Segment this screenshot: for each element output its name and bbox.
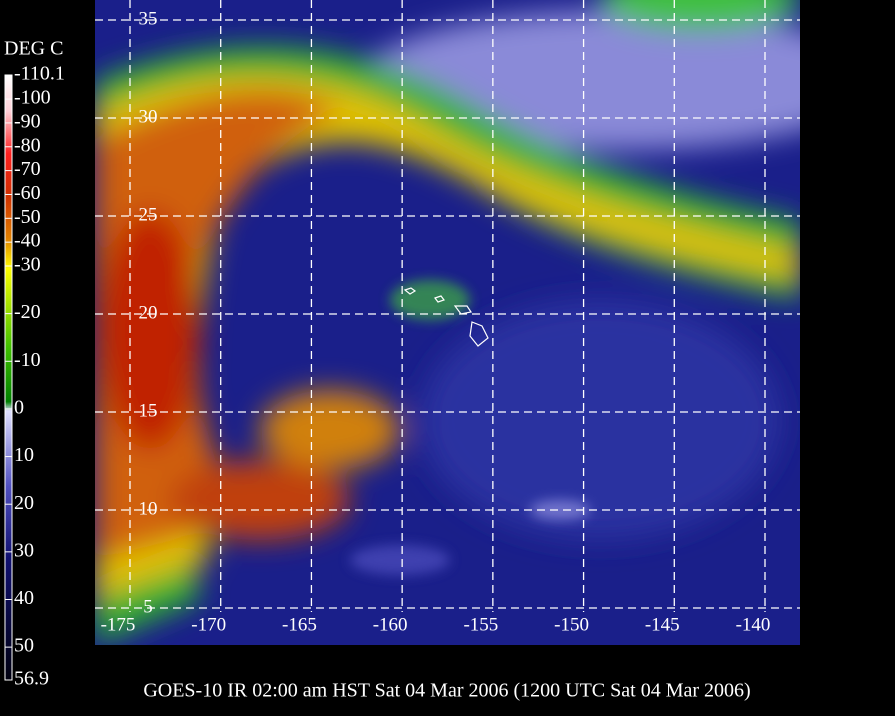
caption: GOES-10 IR 02:00 am HST Sat 04 Mar 2006 … [143,680,750,702]
longitude-label: -150 [554,614,589,635]
colorbar-label: -40 [14,230,41,252]
colorbar-label: -80 [14,134,41,156]
colorbar-label: -100 [14,87,51,109]
colorbar-label: -30 [14,254,41,276]
colorbar-label: 40 [14,587,34,609]
colorbar-label: 10 [14,444,34,466]
colorbar-label: -50 [14,206,41,228]
colorbar-label: 30 [14,539,34,561]
colorbar-label: -90 [14,111,41,133]
colorbar-label: -60 [14,182,41,204]
colorbar-label: 0 [14,397,24,419]
colorbar-label: -20 [14,301,41,323]
colorbar-label: -70 [14,158,41,180]
latitude-label: 15 [139,400,158,421]
colorbar-label: -10 [14,349,41,371]
colorbar-title: DEG C [4,38,63,60]
longitude-label: -160 [373,614,408,635]
longitude-label: -165 [282,614,317,635]
colorbar-ticks: -110.1-100-90-80-70-60-50-40-30-20-10010… [5,63,65,690]
colorbar-label: -110.1 [14,63,65,85]
latitude-label: 35 [139,8,158,29]
longitude-label: -170 [191,614,226,635]
longitude-label: -175 [101,614,136,635]
colorbar-label: 50 [14,635,34,657]
longitude-label: -145 [645,614,680,635]
latitude-label: 30 [139,106,158,127]
latitude-label: 25 [139,204,158,225]
latitude-label: 5 [143,596,153,617]
colorbar-label: 56.9 [14,668,49,690]
longitude-label: -155 [463,614,498,635]
latitude-label: 10 [139,498,158,519]
longitude-label: -140 [736,614,771,635]
satellite-image [95,0,800,645]
latitude-label: 20 [139,302,158,323]
graticule: 35 30 25 20 15 10 5 -175 -170 -165 -160 -155 -150 -14… [95,0,800,635]
colorbar-label: 20 [14,492,34,514]
colorbar [4,74,13,681]
